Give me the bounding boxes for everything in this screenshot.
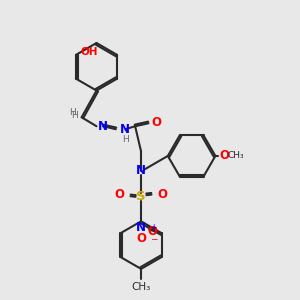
Text: OH: OH (80, 47, 98, 57)
Text: O: O (136, 232, 146, 245)
Text: O: O (151, 116, 161, 129)
Text: H: H (122, 134, 129, 143)
Text: N: N (136, 164, 146, 177)
Text: N: N (120, 123, 130, 136)
Text: N: N (136, 221, 146, 234)
Text: CH₃: CH₃ (131, 282, 151, 292)
Text: H: H (71, 111, 78, 120)
Text: O: O (158, 188, 167, 201)
Text: H: H (70, 108, 76, 117)
Text: O: O (219, 149, 229, 162)
Text: O: O (115, 188, 125, 201)
Text: CH₃: CH₃ (227, 152, 244, 160)
Text: +: + (150, 224, 156, 232)
Text: O: O (147, 225, 157, 238)
Text: −: − (150, 234, 157, 243)
Text: S: S (136, 190, 146, 202)
Text: N: N (98, 120, 108, 133)
